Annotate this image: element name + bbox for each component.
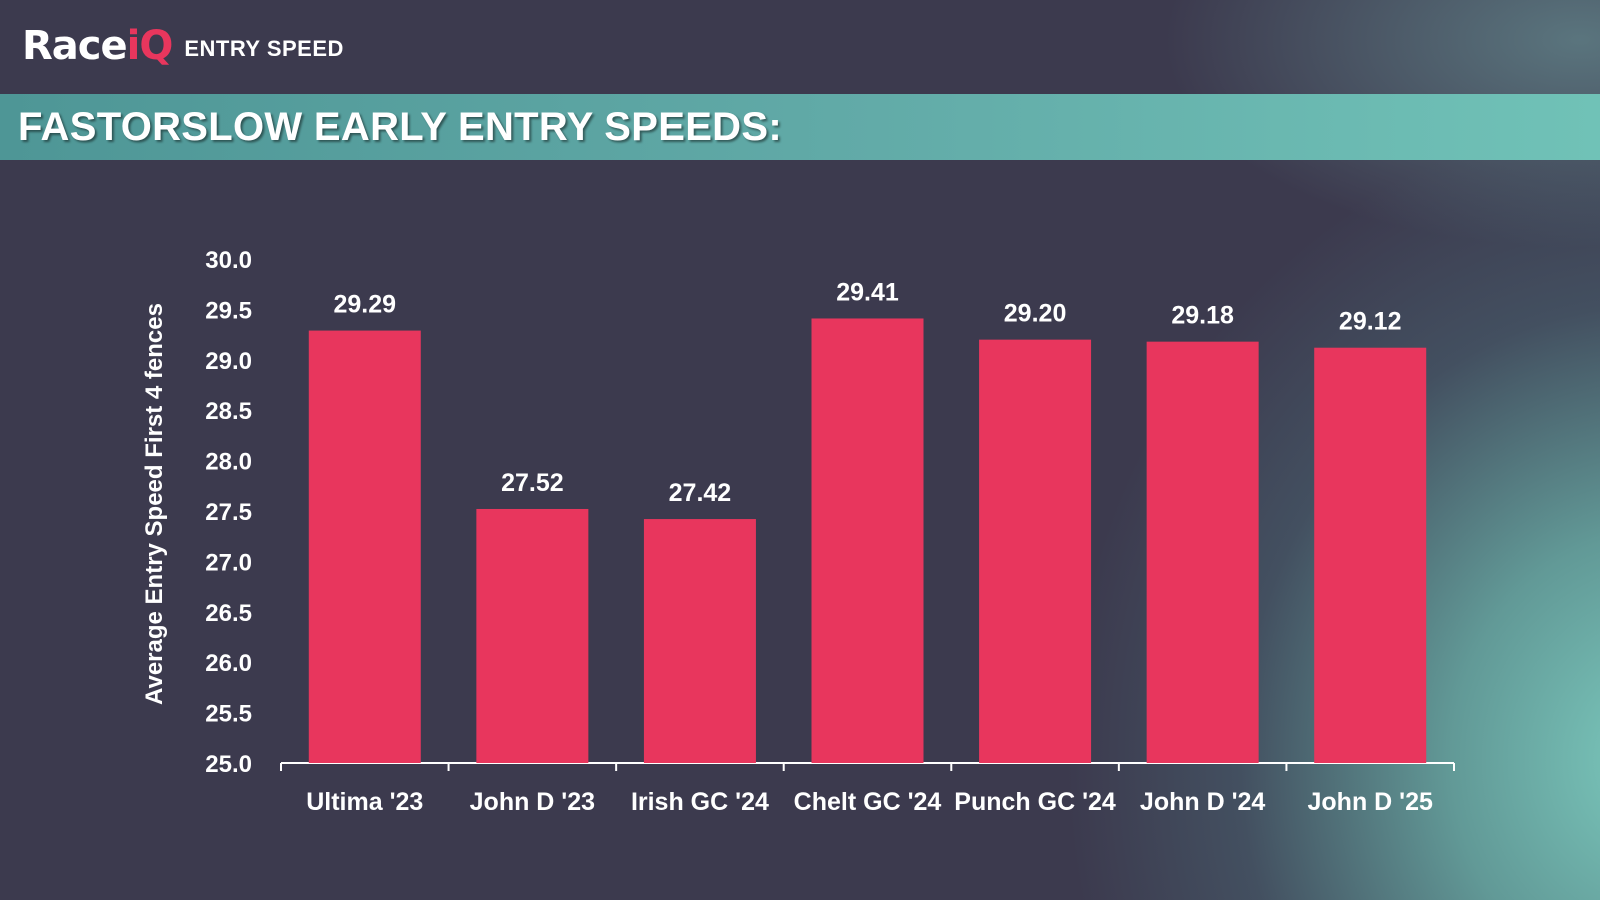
logo-accent-text: iQ bbox=[126, 23, 174, 69]
bar bbox=[811, 318, 924, 763]
y-axis-label: Average Entry Speed First 4 fences bbox=[141, 303, 168, 705]
y-tick-label: 29.0 bbox=[205, 348, 252, 375]
x-category-label: Irish GC '24 bbox=[631, 788, 769, 816]
logo-subtitle: ENTRY SPEED bbox=[184, 36, 344, 61]
y-tick-label: 26.0 bbox=[205, 650, 252, 677]
y-tick-label: 27.0 bbox=[205, 549, 252, 576]
bar-value-label: 27.42 bbox=[669, 479, 732, 507]
logo-text: Race bbox=[22, 23, 128, 69]
bar bbox=[979, 339, 1092, 763]
bar bbox=[643, 519, 756, 763]
y-tick-label: 25.0 bbox=[205, 751, 252, 778]
x-category-label: John D '23 bbox=[470, 788, 595, 816]
bar-value-label: 29.20 bbox=[1004, 300, 1067, 328]
bar bbox=[1314, 347, 1427, 763]
raceiq-logo: RaceiQ bbox=[22, 23, 174, 69]
bar-value-label: 27.52 bbox=[501, 469, 564, 497]
bar bbox=[1146, 341, 1259, 763]
bar bbox=[308, 330, 421, 763]
bar-value-label: 29.18 bbox=[1171, 302, 1234, 330]
y-tick-label: 28.0 bbox=[205, 449, 252, 476]
header: RaceiQ ENTRY SPEED bbox=[22, 22, 344, 70]
bar-value-label: 29.29 bbox=[334, 291, 397, 319]
x-category-label: John D '25 bbox=[1308, 788, 1434, 816]
x-category-label: Punch GC '24 bbox=[954, 788, 1116, 816]
y-tick-label: 25.5 bbox=[205, 701, 252, 728]
bar-value-label: 29.41 bbox=[836, 278, 899, 306]
y-tick-label: 27.5 bbox=[205, 499, 252, 526]
page-title: FASTORSLOW EARLY ENTRY SPEEDS: bbox=[18, 105, 782, 149]
y-tick-label: 30.0 bbox=[205, 247, 252, 274]
y-tick-label: 28.5 bbox=[205, 398, 252, 425]
x-category-label: John D '24 bbox=[1140, 788, 1266, 816]
bar bbox=[476, 508, 589, 763]
bar-value-label: 29.12 bbox=[1339, 308, 1402, 336]
y-tick-label: 29.5 bbox=[205, 297, 252, 324]
y-tick-label: 26.5 bbox=[205, 600, 252, 627]
x-category-label: Chelt GC '24 bbox=[794, 788, 942, 816]
x-category-label: Ultima '23 bbox=[306, 788, 423, 816]
title-banner: FASTORSLOW EARLY ENTRY SPEEDS: bbox=[0, 94, 1600, 160]
